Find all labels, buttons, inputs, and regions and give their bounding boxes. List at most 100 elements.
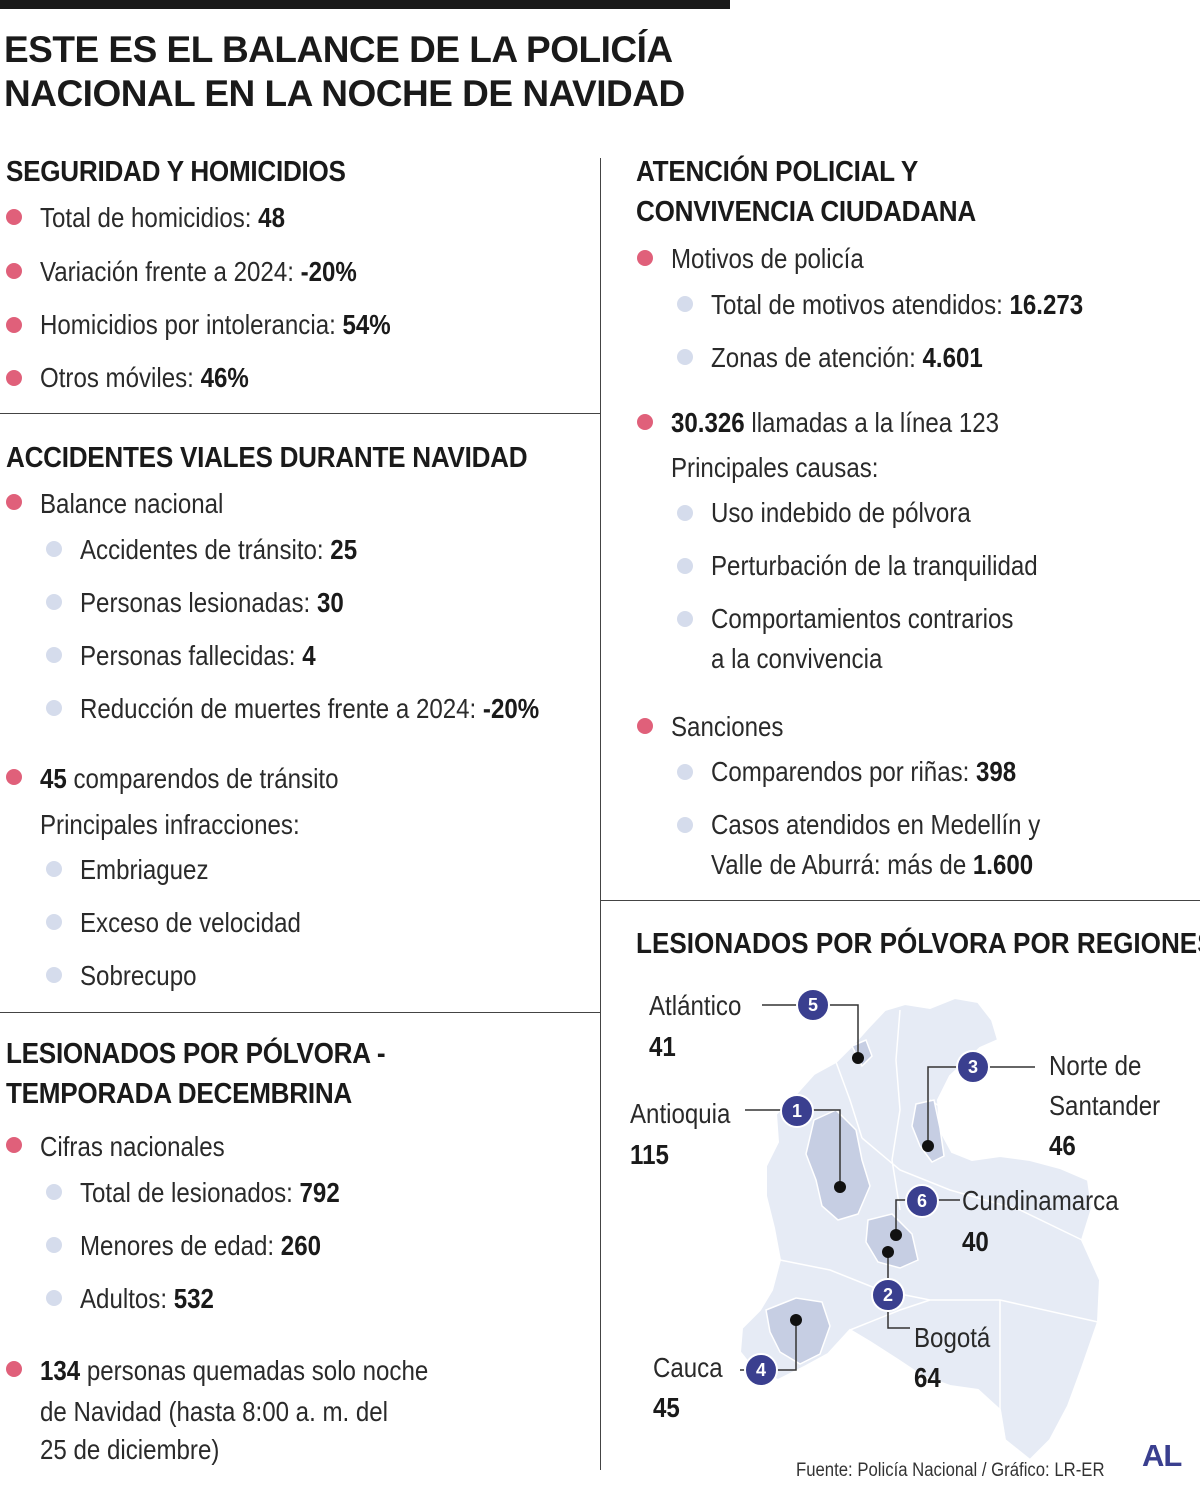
- column-divider: [600, 158, 601, 1470]
- region-name-cundinamarca: Cundinamarca: [962, 1185, 1119, 1216]
- accidentes-sub-item: Reducción de muertes frente a 2024: -20%: [80, 693, 540, 724]
- point-bogota: [882, 1246, 894, 1258]
- atencion-motivos-item: Total de motivos atendidos: 16.273: [711, 289, 1084, 320]
- accidentes-infracciones-label: Principales infracciones:: [40, 809, 300, 840]
- causa-item: Uso indebido de pólvora: [711, 497, 971, 528]
- source-credit: Fuente: Policía Nacional / Gráfico: LR-E…: [796, 1460, 1105, 1481]
- seguridad-item: Homicidios por intolerancia: 54%: [40, 309, 391, 340]
- sub-bullet-dot: [677, 817, 693, 833]
- accidentes-comparendos: 45 comparendos de tránsito: [40, 763, 339, 794]
- section-title-polvora: LESIONADOS POR PÓLVORA - TEMPORADA DECEM…: [6, 1038, 386, 1110]
- sub-bullet-dot: [46, 967, 62, 983]
- point-cundinamarca: [890, 1229, 902, 1241]
- sub-bullet-dot: [46, 541, 62, 557]
- sub-bullet-dot: [677, 296, 693, 312]
- atencion-sanciones-label: Sanciones: [671, 711, 784, 742]
- region-name-antioquia: Antioquia: [630, 1098, 731, 1129]
- sub-bullet-dot: [46, 914, 62, 930]
- sub-bullet-dot: [677, 611, 693, 627]
- polvora-sub-item: Adultos: 532: [80, 1283, 214, 1314]
- sancion-item: Casos atendidos en Medellín y: [711, 809, 1041, 840]
- region-value-bogota: 64: [914, 1362, 941, 1393]
- atencion-causas-label: Principales causas:: [671, 452, 879, 483]
- polvora-quemadas-line-3: 25 de diciembre): [40, 1434, 220, 1465]
- page-title-line-1: ESTE ES EL BALANCE DE LA POLICÍA: [4, 29, 673, 70]
- seguridad-item: Total de homicidios: 48: [40, 202, 285, 233]
- region-name-norte-santander-2: Santander: [1049, 1090, 1161, 1121]
- leader-atlantico: [762, 1004, 859, 1058]
- section-polvora: LESIONADOS POR PÓLVORA - TEMPORADA DECEM…: [6, 1034, 427, 1114]
- bullet-dot: [6, 1137, 22, 1153]
- sub-bullet-dot: [46, 861, 62, 877]
- section-title-atencion: ATENCIÓN POLICIAL Y CONVIVENCIA CIUDADAN…: [636, 156, 976, 228]
- bullet-dot: [6, 1361, 22, 1377]
- seguridad-item: Otros móviles: 46%: [40, 362, 249, 393]
- sub-bullet-dot: [46, 647, 62, 663]
- rank-badge-cundinamarca: 6: [905, 1184, 939, 1218]
- region-value-antioquia: 115: [630, 1139, 669, 1170]
- causa-item: Comportamientos contrarios: [711, 603, 1014, 634]
- sub-bullet-dot: [46, 594, 62, 610]
- sub-bullet-dot: [677, 764, 693, 780]
- point-antioquia: [834, 1181, 846, 1193]
- section-seguridad: SEGURIDAD Y HOMICIDIOS: [6, 152, 383, 192]
- atencion-motivos-label: Motivos de policía: [671, 243, 864, 274]
- bullet-dot: [6, 494, 22, 510]
- polvora-cifras-label: Cifras nacionales: [40, 1131, 225, 1162]
- polvora-quemadas-line-2: de Navidad (hasta 8:00 a. m. del: [40, 1396, 389, 1427]
- section-accidentes: ACCIDENTES VIALES DURANTE NAVIDAD: [6, 438, 585, 478]
- divider-seguridad: [0, 413, 600, 414]
- polvora-sub-item: Total de lesionados: 792: [80, 1177, 340, 1208]
- polvora-quemadas: 134 personas quemadas solo noche: [40, 1355, 429, 1386]
- bullet-dot: [6, 263, 22, 279]
- atencion-llamadas: 30.326 llamadas a la línea 123: [671, 407, 999, 438]
- page-title: ESTE ES EL BALANCE DE LA POLICÍA NACIONA…: [4, 28, 764, 116]
- section-atencion: ATENCIÓN POLICIAL Y CONVIVENCIA CIUDADAN…: [636, 152, 1014, 232]
- bullet-dot: [6, 769, 22, 785]
- sancion-item: Comparendos por riñas: 398: [711, 756, 1017, 787]
- sancion-item-line-2: Valle de Aburrá: más de 1.600: [711, 849, 1034, 880]
- leader-antioquia: [745, 1109, 841, 1186]
- rank-badge-cauca: 4: [744, 1353, 778, 1387]
- internal-borders: [779, 1009, 1099, 1410]
- bullet-dot: [637, 250, 653, 266]
- rank-badge-norte-santander: 3: [956, 1050, 990, 1084]
- rank-badge-atlantico: 5: [796, 988, 830, 1022]
- sub-bullet-dot: [677, 505, 693, 521]
- sub-bullet-dot: [46, 1237, 62, 1253]
- bullet-dot: [6, 209, 22, 225]
- accidentes-sub-item: Personas fallecidas: 4: [80, 640, 316, 671]
- point-norte-santander: [922, 1140, 934, 1152]
- section-title-accidentes: ACCIDENTES VIALES DURANTE NAVIDAD: [6, 442, 528, 474]
- infraccion-item: Exceso de velocidad: [80, 907, 301, 938]
- bullet-dot: [637, 414, 653, 430]
- causa-item-line-2: a la convivencia: [711, 643, 883, 674]
- top-rule: [0, 0, 730, 9]
- infraccion-item: Sobrecupo: [80, 960, 197, 991]
- sub-bullet-dot: [46, 1184, 62, 1200]
- region-value-norte-santander: 46: [1049, 1130, 1076, 1161]
- sub-bullet-dot: [677, 349, 693, 365]
- accidentes-balance-label: Balance nacional: [40, 488, 224, 519]
- leader-norte-santander: [927, 1066, 1035, 1144]
- sub-bullet-dot: [677, 558, 693, 574]
- divider-accidentes: [0, 1012, 600, 1013]
- leader-bogota: [887, 1252, 910, 1329]
- region-value-cundinamarca: 40: [962, 1226, 989, 1257]
- causa-item: Perturbación de la tranquilidad: [711, 550, 1038, 581]
- page-title-line-2: NACIONAL EN LA NOCHE DE NAVIDAD: [4, 73, 685, 114]
- region-value-atlantico: 41: [649, 1031, 676, 1062]
- bullet-dot: [637, 718, 653, 734]
- atencion-motivos-item: Zonas de atención: 4.601: [711, 342, 983, 373]
- infraccion-item: Embriaguez: [80, 854, 209, 885]
- publisher-logo: AL: [1142, 1438, 1182, 1473]
- sub-bullet-dot: [46, 1290, 62, 1306]
- divider-atencion: [600, 900, 1200, 901]
- rank-badge-antioquia: 1: [780, 1094, 814, 1128]
- bullet-dot: [6, 317, 22, 333]
- antioquia-region: [805, 1109, 871, 1221]
- region-name-norte-santander-1: Norte de: [1049, 1050, 1142, 1081]
- polvora-sub-item: Menores de edad: 260: [80, 1230, 321, 1261]
- section-title-seguridad: SEGURIDAD Y HOMICIDIOS: [6, 156, 346, 188]
- cauca-region: [765, 1297, 831, 1365]
